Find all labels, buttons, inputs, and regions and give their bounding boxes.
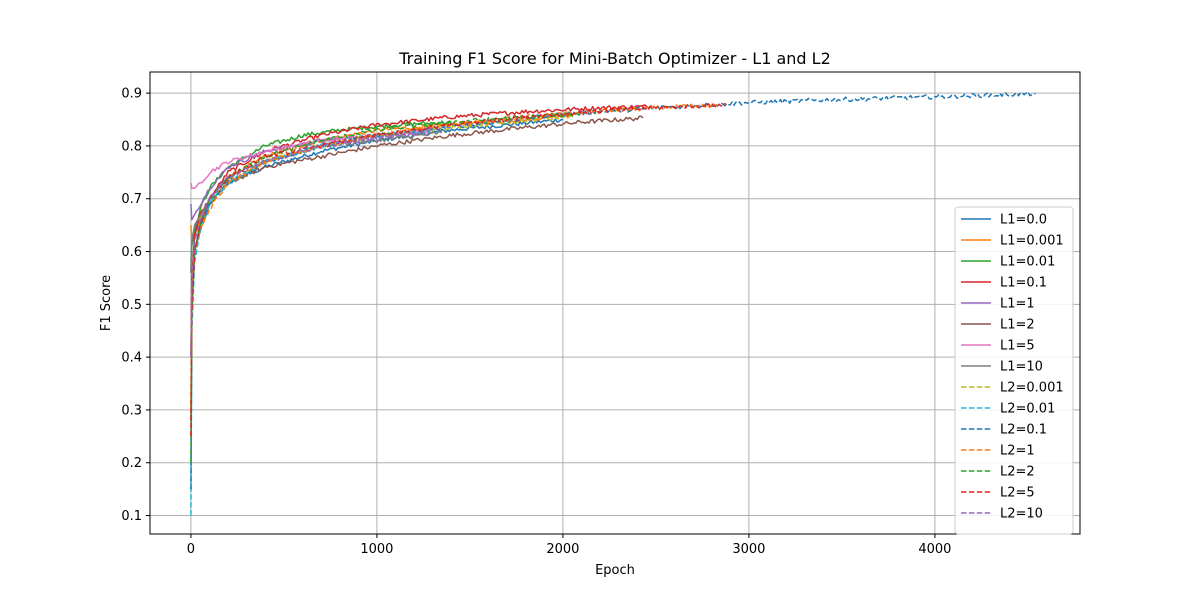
series-line-l1-2 [190, 115, 644, 421]
x-tick-label: 2000 [546, 542, 579, 557]
axis-ticks: 0 1000 2000 3000 4000 0.1 0.2 0.3 0.4 0.5 0.6 0.7 0.… [121, 87, 951, 557]
chart-title: Training F1 Score for Mini-Batch Optimiz… [398, 49, 831, 68]
legend-label: L1=0.001 [1000, 234, 1064, 249]
y-tick-label: 0.5 [121, 298, 142, 313]
legend-label: L2=0.001 [1000, 381, 1064, 396]
y-tick-label: 0.3 [121, 403, 142, 418]
legend-label: L2=2 [1000, 465, 1035, 480]
x-axis-label: Epoch [595, 563, 635, 578]
y-tick-label: 0.7 [121, 192, 142, 207]
y-tick-label: 0.8 [121, 139, 142, 154]
y-tick-label: 0.4 [121, 351, 142, 366]
legend-label: L2=0.1 [1000, 423, 1047, 438]
x-tick-label: 0 [187, 542, 195, 557]
legend-label: L1=1 [1000, 297, 1035, 312]
series-line-l2-10 [190, 127, 434, 358]
y-tick-label: 0.1 [121, 509, 142, 524]
legend-label: L1=0.01 [1000, 255, 1055, 270]
legend-label: L1=0.1 [1000, 276, 1047, 291]
series-lines [190, 91, 1036, 516]
legend: L1=0.0 L1=0.001 L1=0.01 L1=0.1 L1=1 L1=2 L1=5 L… [954, 206, 1074, 535]
legend-label: L1=10 [1000, 360, 1043, 375]
y-tick-label: 0.6 [121, 245, 142, 260]
legend-label: L1=5 [1000, 339, 1035, 354]
series-line-l2-1 [190, 103, 718, 410]
plot-frame [149, 71, 1081, 535]
legend-label: L2=10 [1000, 507, 1043, 522]
legend-box [954, 206, 1074, 535]
x-tick-label: 4000 [918, 542, 951, 557]
grid [150, 72, 1080, 534]
x-tick-label: 3000 [732, 542, 765, 557]
y-axis-label: F1 Score [99, 275, 114, 331]
y-tick-label: 0.9 [121, 87, 142, 102]
legend-label: L2=0.01 [1000, 402, 1055, 417]
y-tick-label: 0.2 [121, 456, 142, 471]
series-line-l2-5 [190, 102, 727, 437]
series-line-l2-2 [190, 112, 582, 463]
legend-label: L2=5 [1000, 486, 1035, 501]
legend-label: L1=0.0 [1000, 213, 1047, 228]
legend-label: L2=1 [1000, 444, 1035, 459]
x-tick-label: 1000 [360, 542, 393, 557]
series-line-l1-5 [190, 129, 433, 189]
legend-label: L1=2 [1000, 318, 1035, 333]
